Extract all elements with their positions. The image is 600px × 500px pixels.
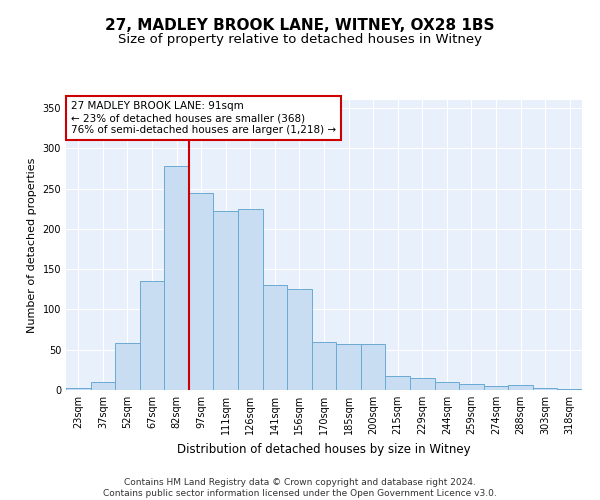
Bar bbox=[484, 386, 508, 390]
Bar bbox=[410, 378, 434, 390]
Bar bbox=[238, 209, 263, 390]
Bar bbox=[91, 382, 115, 390]
Bar bbox=[312, 342, 336, 390]
Bar bbox=[189, 192, 214, 390]
Bar bbox=[336, 344, 361, 390]
Bar bbox=[164, 166, 189, 390]
Y-axis label: Number of detached properties: Number of detached properties bbox=[27, 158, 37, 332]
Bar bbox=[385, 376, 410, 390]
Bar bbox=[434, 382, 459, 390]
Bar bbox=[557, 389, 582, 390]
Bar bbox=[263, 286, 287, 390]
Bar bbox=[115, 344, 140, 390]
Text: 27 MADLEY BROOK LANE: 91sqm
← 23% of detached houses are smaller (368)
76% of se: 27 MADLEY BROOK LANE: 91sqm ← 23% of det… bbox=[71, 102, 336, 134]
Bar bbox=[459, 384, 484, 390]
Text: 27, MADLEY BROOK LANE, WITNEY, OX28 1BS: 27, MADLEY BROOK LANE, WITNEY, OX28 1BS bbox=[105, 18, 495, 32]
Bar bbox=[287, 290, 312, 390]
Bar bbox=[214, 211, 238, 390]
Bar bbox=[508, 385, 533, 390]
Bar bbox=[533, 388, 557, 390]
Text: Contains HM Land Registry data © Crown copyright and database right 2024.
Contai: Contains HM Land Registry data © Crown c… bbox=[103, 478, 497, 498]
Bar bbox=[140, 281, 164, 390]
Bar bbox=[361, 344, 385, 390]
X-axis label: Distribution of detached houses by size in Witney: Distribution of detached houses by size … bbox=[177, 442, 471, 456]
Text: Size of property relative to detached houses in Witney: Size of property relative to detached ho… bbox=[118, 32, 482, 46]
Bar bbox=[66, 388, 91, 390]
